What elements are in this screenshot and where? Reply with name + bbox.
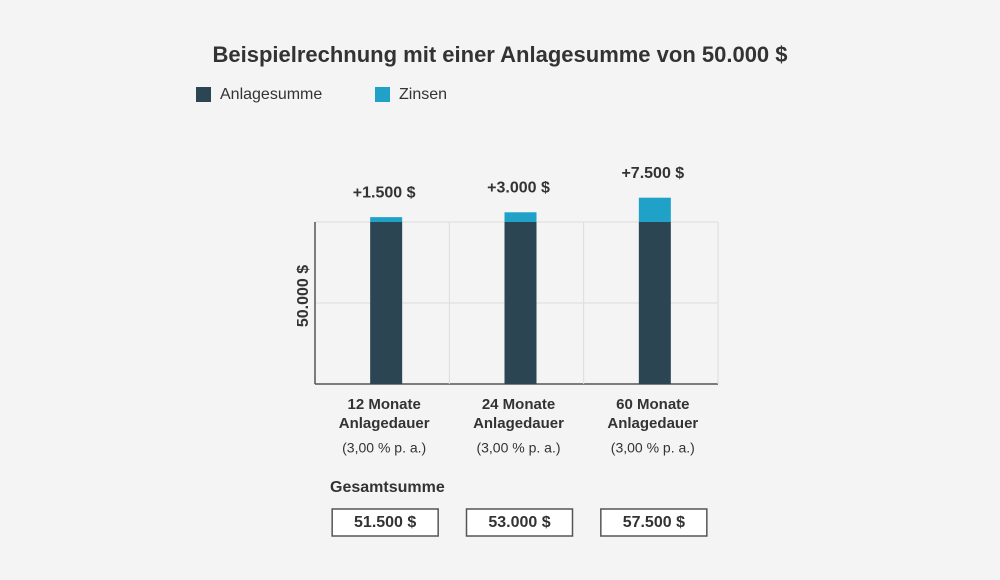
- legend-label: Anlagesumme: [220, 86, 322, 103]
- total-box: [331, 508, 439, 537]
- total-value: 53.000 $: [488, 514, 550, 531]
- bar-segment: [370, 222, 403, 384]
- legend-swatch: [375, 87, 390, 102]
- rate-label: (3,00 % p. a.): [476, 440, 560, 456]
- x-tick-label: Anlagedauer: [473, 415, 564, 432]
- totals-title: Gesamtsumme: [330, 479, 445, 496]
- data-label: +3.000 $: [487, 179, 550, 196]
- total-box: [600, 508, 708, 537]
- legend-label: Zinsen: [399, 86, 447, 103]
- x-tick-label: 60 Monate: [616, 396, 689, 413]
- y-axis-label: 50.000 $: [295, 265, 312, 327]
- bar-segment: [638, 222, 671, 384]
- bar-segment: [638, 197, 671, 222]
- x-tick-label: 12 Monate: [347, 396, 420, 413]
- data-label: +7.500 $: [621, 165, 684, 182]
- x-tick-label: Anlagedauer: [607, 415, 698, 432]
- data-label: +1.500 $: [353, 184, 416, 201]
- bar-segment: [504, 222, 537, 384]
- chart-title: Beispielrechnung mit einer Anlagesumme v…: [212, 42, 787, 67]
- rate-label: (3,00 % p. a.): [342, 440, 426, 456]
- bar-segment: [504, 212, 537, 222]
- total-value: 51.500 $: [354, 514, 416, 531]
- total-box: [465, 508, 574, 537]
- x-tick-label: Anlagedauer: [339, 415, 430, 432]
- total-value: 57.500 $: [623, 514, 685, 531]
- legend-swatch: [196, 87, 211, 102]
- x-tick-label: 24 Monate: [482, 396, 555, 413]
- rate-label: (3,00 % p. a.): [611, 440, 695, 456]
- bar-segment: [370, 217, 403, 222]
